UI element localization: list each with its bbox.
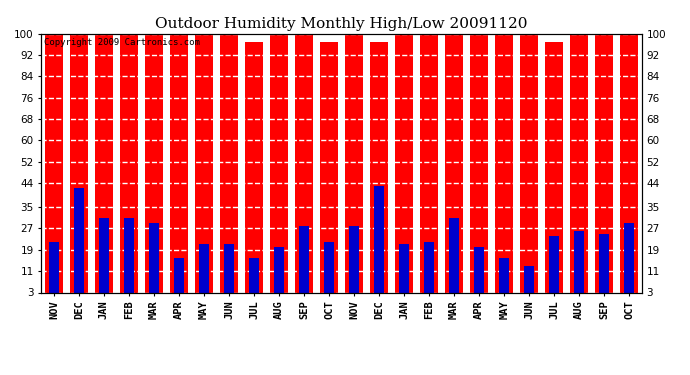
Bar xyxy=(74,189,83,292)
Bar xyxy=(345,34,363,292)
Bar xyxy=(470,34,488,292)
Bar xyxy=(374,186,384,292)
Bar xyxy=(245,42,263,292)
Bar xyxy=(570,34,588,292)
Bar xyxy=(220,34,238,292)
Bar xyxy=(270,34,288,292)
Bar xyxy=(624,223,634,292)
Bar xyxy=(474,247,484,292)
Bar xyxy=(95,34,113,292)
Bar xyxy=(149,223,159,292)
Bar xyxy=(495,34,513,292)
Bar xyxy=(574,231,584,292)
Bar xyxy=(124,218,134,292)
Bar xyxy=(70,34,88,292)
Bar xyxy=(295,34,313,292)
Bar xyxy=(45,34,63,292)
Bar xyxy=(195,34,213,292)
Bar xyxy=(500,258,509,292)
Bar xyxy=(424,242,434,292)
Bar xyxy=(549,237,559,292)
Bar xyxy=(445,34,463,292)
Bar xyxy=(449,218,459,292)
Bar xyxy=(120,34,138,292)
Bar xyxy=(99,218,109,292)
Bar xyxy=(320,42,338,292)
Bar xyxy=(420,34,438,292)
Bar xyxy=(620,34,638,292)
Bar xyxy=(324,242,334,292)
Bar xyxy=(595,34,613,292)
Bar xyxy=(395,34,413,292)
Bar xyxy=(545,42,563,292)
Bar xyxy=(49,242,59,292)
Text: Copyright 2009 Cartronics.com: Copyright 2009 Cartronics.com xyxy=(44,38,200,46)
Bar xyxy=(520,34,538,292)
Bar xyxy=(400,244,409,292)
Bar xyxy=(349,226,359,292)
Bar xyxy=(299,226,309,292)
Bar xyxy=(174,258,184,292)
Bar xyxy=(370,42,388,292)
Bar xyxy=(600,234,609,292)
Bar xyxy=(145,34,163,292)
Bar xyxy=(170,34,188,292)
Bar xyxy=(249,258,259,292)
Bar xyxy=(224,244,234,292)
Bar xyxy=(524,266,534,292)
Bar xyxy=(274,247,284,292)
Bar xyxy=(199,244,209,292)
Title: Outdoor Humidity Monthly High/Low 20091120: Outdoor Humidity Monthly High/Low 200911… xyxy=(155,17,528,31)
